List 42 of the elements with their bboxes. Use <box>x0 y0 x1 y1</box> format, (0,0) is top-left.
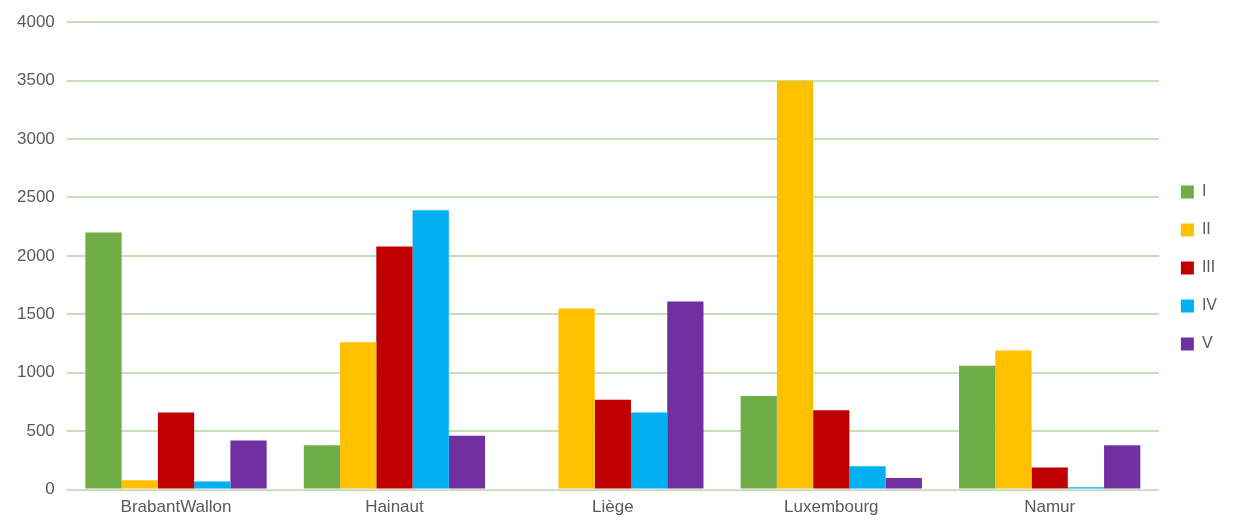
bar <box>157 412 195 489</box>
y-tick-label: 3500 <box>16 70 55 90</box>
bar <box>448 435 486 489</box>
x-tick-label: Luxembourg <box>784 497 879 517</box>
bar <box>85 232 122 489</box>
bar <box>412 210 449 489</box>
bar <box>303 445 341 489</box>
x-tick-label: Hainaut <box>365 497 425 517</box>
x-tick-label: Namur <box>1024 497 1076 517</box>
bar <box>813 410 850 489</box>
bar <box>121 480 158 489</box>
bar <box>740 396 777 489</box>
y-tick-label: 3000 <box>16 128 55 148</box>
y-tick-label: 1000 <box>16 362 55 382</box>
bar <box>1104 445 1141 489</box>
y-tick-label: 0 <box>45 479 55 499</box>
legend-label: III <box>1201 258 1216 276</box>
bar <box>885 477 922 489</box>
bar <box>995 350 1032 489</box>
bar <box>959 365 996 489</box>
bar <box>230 440 267 489</box>
x-tick-label: Liège <box>592 497 634 517</box>
bar <box>849 466 886 489</box>
legend-label: IV <box>1201 296 1218 314</box>
legend-label: V <box>1201 334 1213 352</box>
y-tick-label: 2500 <box>16 187 55 207</box>
y-tick-label: 1500 <box>16 304 55 324</box>
bar <box>376 246 413 489</box>
x-tick-label: BrabantWallon <box>120 497 232 517</box>
legend-label: II <box>1201 220 1211 238</box>
y-tick-label: 4000 <box>16 11 55 31</box>
legend-label: I <box>1201 182 1207 200</box>
bar <box>667 301 704 489</box>
bar <box>558 308 595 489</box>
bar <box>340 342 377 489</box>
bar <box>630 412 668 489</box>
bar <box>776 80 814 489</box>
y-tick-label: 2000 <box>16 245 55 265</box>
y-tick-label: 500 <box>26 420 55 440</box>
bar <box>194 481 231 489</box>
bar <box>594 399 631 489</box>
bar <box>1031 467 1068 489</box>
